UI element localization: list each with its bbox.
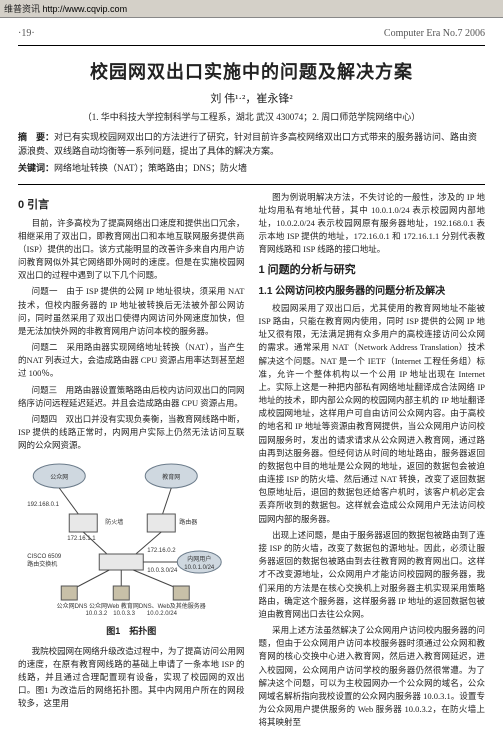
topology-svg: 公众网 教育网 防火墙 路由器 192.168.0.1 172.16.1.1 [18,458,245,618]
fig-ip1a: 192.168.0.1 [27,502,59,508]
figure-1: 公众网 教育网 防火墙 路由器 192.168.0.1 172.16.1.1 [18,458,245,638]
para-11c: 采用上述方法虽然解决了公众网用户访问校内服务器的问题，但由于公众网用户访问本校服… [259,624,486,729]
fig-ip1b: 172.16.1.1 [67,536,96,542]
right-column: 图为例说明解决方法，不失讨论的一般性，涉及的 IP 地址均用私有地址代替，其中 … [259,191,486,733]
keywords-text: 网络地址转换（NAT）；策略路由；DNS；防火墙 [54,163,247,173]
para-after-fig: 我院校园网在网络升级改造过程中，为了提高访问公用网的速度，在原有教育网线路的基础… [18,645,245,711]
keywords-block: 关键词：网络地址转换（NAT）；策略路由；DNS；防火墙 [18,162,485,176]
page-number: ·19· [18,28,35,39]
figure-1-caption: 图1 拓扑图 [18,625,245,639]
fig-label-fw: 防火墙 [105,518,123,526]
para-0a: 目前，许多高校为了提高网络出口速度和提供出口冗余，相继采用了双出口，即教育网出口… [18,217,245,283]
keywords-label: 关键词： [18,163,54,173]
abstract-label: 摘 要： [18,132,54,142]
running-header: ·19· Computer Era No.7 2006 [18,28,485,39]
browser-source-bar: 维普资讯 http://www.cqvip.com [0,0,503,18]
fig-dns-row: 公众网DNS 公众网Web 教育网DNS、Web及其他服务器 [57,602,206,610]
fig-label-wan1: 公众网 [50,474,68,481]
para-11b: 出现上述问题，是由于服务器返回的数据包被路由到了连接 ISP 的防火墙，改变了数… [259,529,486,621]
journal-issue: Computer Era No.7 2006 [384,28,485,39]
source-url[interactable]: http://www.cqvip.com [43,4,128,14]
fig-innet: 内网用户 [187,555,211,563]
abstract-text: 对已有实现校园网双出口的方法进行了研究，针对目前许多高校网络双出口方式带来的服务… [18,132,477,156]
fig-dns-ips: 10.0.3.2 10.0.3.3 10.0.2.0/24 [86,611,178,617]
abstract-rule [18,184,485,185]
para-0c: 问题二 采用路由器实现网络地址转换（NAT），当产生的NAT 列表过大，会造成路… [18,341,245,381]
fig-cisco2: 路由交换机 [27,560,57,568]
source-label: 维普资讯 [4,4,40,14]
left-column: 0 引言 目前，许多高校为了提高网络出口速度和提供出口冗余，相继采用了双出口，即… [18,191,245,733]
affiliation: （1. 华中科技大学控制科学与工程系，湖北 武汉 430074；2. 周口师范学… [18,110,485,123]
para-0e: 问题四 双出口并没有实现负奏衡，当教育网线路中断，ISP 提供的线路正常时，内网… [18,413,245,453]
body-columns: 0 引言 目前，许多高校为了提高网络出口速度和提供出口冗余，相继采用了双出口，即… [18,191,485,733]
fig-ip2b: 10.0.3.0/24 [147,568,178,574]
fig-ip2a: 172.16.0.2 [147,548,176,554]
paper-page: ·19· Computer Era No.7 2006 校园网双出口实施中的问题… [0,18,503,750]
para-11a: 校园网采用了双出口后，尤其使用的教育网地址不能被 ISP 路由，只能在教育网内使… [259,302,486,526]
fig-label-wan2: 教育网 [162,473,180,481]
paper-title: 校园网双出口实施中的问题及解决方案 [18,58,485,84]
para-0d: 问题三 用路由器设置策略路由后校内访问双出口的同网络序访问远程延迟延迟。并且会造… [18,384,245,410]
sec1-heading: 1 问题的分析与研究 [259,262,486,279]
sec11-heading: 1.1 公网访问校内服务器的问题分析及解决 [259,284,486,300]
fig-label-core: 路由器 [179,518,197,526]
abstract-block: 摘 要：对已有实现校园网双出口的方法进行了研究，针对目前许多高校网络双出口方式带… [18,131,485,158]
authors: 刘 伟¹·²，崔永锋² [18,90,485,106]
header-rule [18,45,485,46]
fig-ip3: 10.0.1.0/24 [184,565,215,571]
para-0b: 问题一 由于 ISP 提供的公网 IP 地址很块，须采用 NAT 技术，但校内服… [18,285,245,338]
para-rtop: 图为例说明解决方法，不失讨论的一般性，涉及的 IP 地址均用私有地址代替，其中 … [259,191,486,257]
fig-cisco1: CISCO 6509 [27,554,62,560]
sec0-heading: 0 引言 [18,197,245,214]
